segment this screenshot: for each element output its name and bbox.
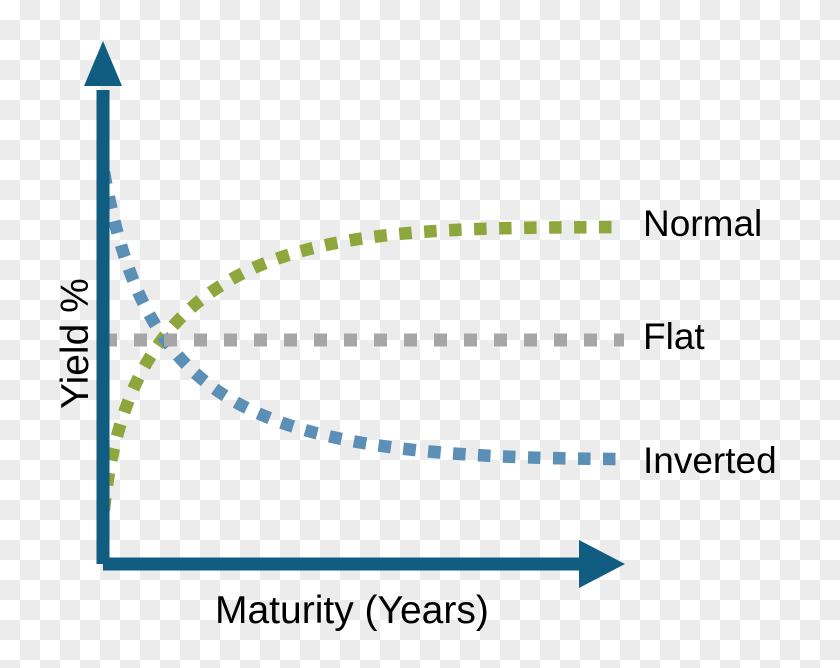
svg-text:Inverted: Inverted bbox=[643, 440, 777, 481]
svg-text:Yield %: Yield % bbox=[54, 278, 97, 409]
svg-text:Flat: Flat bbox=[643, 316, 705, 357]
svg-text:Maturity (Years): Maturity (Years) bbox=[215, 589, 489, 632]
svg-text:Normal: Normal bbox=[643, 203, 762, 244]
